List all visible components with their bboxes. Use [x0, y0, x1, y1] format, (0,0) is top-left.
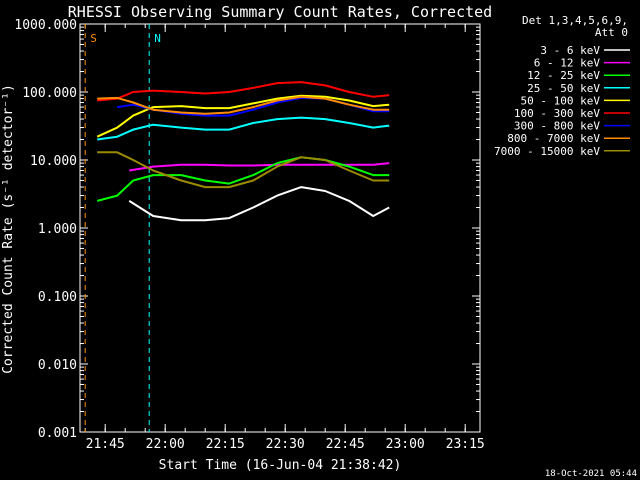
legend-entry-label: 7000 - 15000 keV: [494, 145, 600, 158]
marker-label-s: S: [90, 32, 97, 45]
legend-entry-label: 50 - 100 keV: [521, 94, 601, 107]
x-axis-label: Start Time (16-Jun-04 21:38:42): [159, 458, 402, 473]
plot-frame: [79, 23, 481, 433]
x-tick-label: 23:15: [446, 437, 485, 452]
legend-entry-label: 12 - 25 keV: [527, 69, 600, 82]
series-line-8: [97, 151, 390, 189]
y-tick-label: 100.000: [22, 86, 77, 101]
x-tick-label: 22:45: [326, 437, 365, 452]
y-tick-label: 10.000: [30, 154, 77, 169]
y-tick-label: 0.001: [38, 426, 77, 441]
chart-title: RHESSI Observing Summary Count Rates, Co…: [68, 3, 492, 21]
series-line-5: [97, 81, 390, 102]
legend-entry-label: 6 - 12 keV: [534, 57, 601, 70]
y-tick-label: 0.100: [38, 290, 77, 305]
x-tick-label: 22:15: [206, 437, 245, 452]
y-tick-label: 1000.000: [14, 18, 77, 33]
legend-header-line1: Det 1,3,4,5,6,9,: [522, 14, 628, 27]
x-tick-label: 22:00: [146, 437, 185, 452]
x-tick-label: 21:45: [86, 437, 125, 452]
x-tick-label: 22:30: [266, 437, 305, 452]
series-line-4: [96, 94, 390, 138]
y-tick-label: 1.000: [38, 222, 77, 237]
legend-entry-label: 3 - 6 keV: [540, 44, 600, 57]
marker-label-n: N: [154, 32, 161, 45]
series-line-1: [129, 162, 390, 172]
y-tick-label: 0.010: [38, 358, 77, 373]
footer-timestamp: 18-Oct-2021 05:44: [545, 469, 637, 479]
series-line-2: [96, 156, 390, 202]
series-line-0: [128, 186, 390, 222]
y-axis-label: Corrected Count Rate (s⁻¹ detector⁻¹): [1, 84, 16, 374]
series-line-7: [97, 95, 390, 115]
legend-header-line2: Att 0: [595, 26, 628, 39]
plot-area: 0.001 0.010 0.100 1.000 10.000 100.000 1000.00…: [14, 18, 484, 452]
legend-entry-label: 800 - 7000 keV: [507, 132, 600, 145]
legend-entry-label: 25 - 50 keV: [527, 82, 600, 95]
series-line-3: [97, 116, 390, 141]
legend-entry-label: 300 - 800 keV: [514, 120, 600, 133]
legend-entry-label: 100 - 300 keV: [514, 107, 600, 120]
x-tick-label: 23:00: [386, 437, 425, 452]
